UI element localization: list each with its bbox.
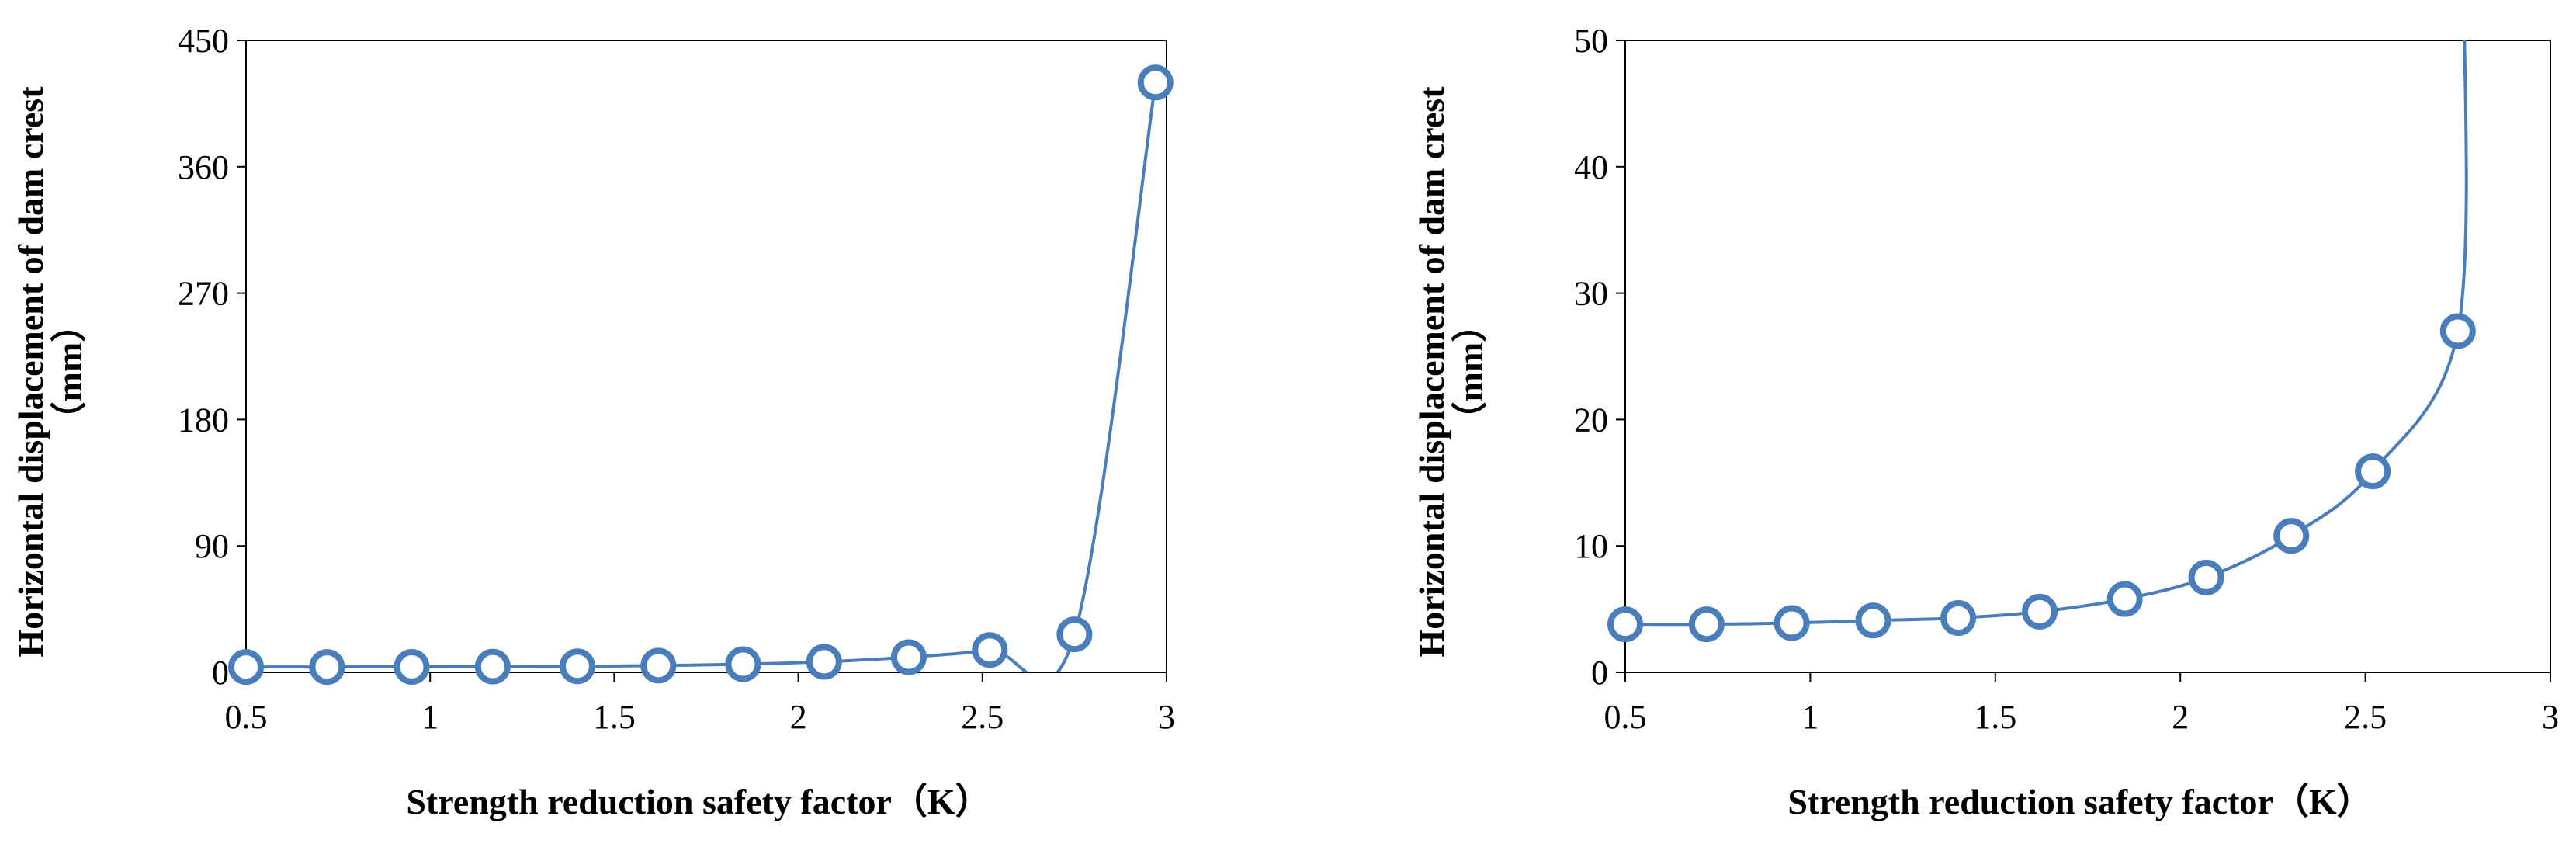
y-tick-label: 0	[212, 654, 229, 692]
data-point	[806, 644, 842, 680]
y-tick-label: 270	[178, 275, 229, 313]
y-tick-label: 360	[178, 148, 229, 186]
x-tick-label: 3	[1158, 698, 1175, 736]
x-tick-label: 1.5	[1974, 698, 2016, 736]
data-point	[2188, 559, 2224, 595]
data-point	[1688, 606, 1725, 643]
y-tick-label: 20	[1574, 401, 1608, 439]
series-line	[1625, 40, 2468, 627]
x-tick-label: 2	[2172, 698, 2189, 736]
x-tick-label: 2	[790, 698, 807, 736]
data-point	[1056, 616, 1093, 653]
displacement-chart-full-range: 0.5 1 1.5 2 2.5 3 0 90 180 270 360 450 Strength redu…	[11, 22, 1175, 821]
data-point	[1773, 605, 1810, 641]
data-point	[2106, 581, 2143, 617]
y-tick-label: 90	[195, 527, 229, 565]
x-tick-label: 1.5	[593, 698, 636, 736]
data-point	[2355, 453, 2391, 490]
data-point	[474, 648, 511, 685]
y-tick-label: 450	[178, 22, 229, 60]
data-point	[394, 648, 430, 685]
data-point	[309, 649, 345, 686]
x-tick-label: 0.5	[1604, 698, 1647, 736]
y-tick-label: 50	[1574, 22, 1608, 60]
y-axis-title: Horizontal displacement of dam crest	[11, 86, 50, 658]
data-point	[725, 646, 761, 682]
data-point	[1855, 602, 1891, 639]
y-axis-title: Horizontal displacement of dam crest	[1412, 86, 1451, 658]
data-point	[1607, 606, 1643, 643]
y-axis-unit: （mm）	[50, 307, 89, 438]
data-point	[559, 648, 595, 685]
y-tick-label: 180	[178, 401, 229, 439]
data-point	[1137, 64, 1174, 101]
data-point	[2439, 313, 2476, 349]
y-tick-label: 40	[1574, 148, 1608, 186]
chart-right-panel: 0.5 1 1.5 2 2.5 3 0 10 20 30 40 50 Strength reductio…	[1288, 0, 2576, 850]
x-tick-label: 1	[421, 698, 439, 736]
y-tick-label: 10	[1574, 527, 1608, 565]
plot-frame	[245, 40, 1167, 673]
y-tick-label: 0	[1591, 654, 1608, 692]
y-tick-label: 30	[1574, 275, 1608, 313]
x-tick-label: 3	[2542, 698, 2559, 736]
chart-left-panel: 0.5 1 1.5 2 2.5 3 0 90 180 270 360 450 Strength redu…	[0, 0, 1288, 850]
x-tick-label: 0.5	[225, 698, 268, 736]
y-axis-unit: （mm）	[1451, 307, 1490, 438]
x-axis-title: Strength reduction safety factor（K）	[1787, 782, 2372, 821]
data-point	[2273, 518, 2310, 554]
data-point	[1940, 599, 1977, 636]
data-point	[972, 632, 1008, 668]
x-tick-label: 1	[1801, 698, 1818, 736]
plot-frame	[1624, 40, 2551, 673]
data-point	[228, 649, 264, 686]
data-point	[890, 639, 927, 675]
x-tick-label: 2.5	[2344, 698, 2387, 736]
x-tick-label: 2.5	[961, 698, 1004, 736]
series-line	[246, 82, 1157, 672]
x-axis-title: Strength reduction safety factor（K）	[406, 782, 990, 821]
data-point	[2022, 593, 2058, 630]
data-point	[640, 647, 677, 684]
